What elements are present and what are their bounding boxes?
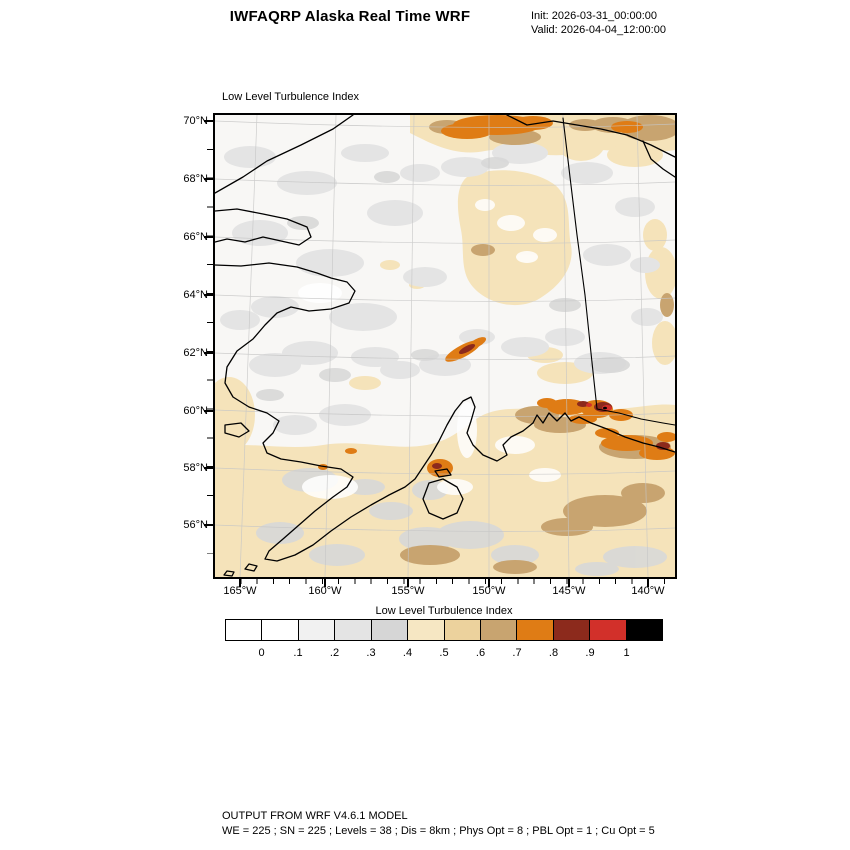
colorbar-box (225, 619, 263, 641)
colorbar-tick-label: 0 (258, 647, 265, 659)
valid-time-label: Valid: 2026-04-04_12:00:00 (531, 24, 666, 36)
mackenzie-coastline (642, 140, 675, 178)
alaska-coastline (215, 262, 675, 562)
colorbar-box (297, 619, 336, 641)
field-label: Low Level Turbulence Index (222, 91, 359, 103)
arctic-coastline (506, 115, 675, 158)
lat-tick-label: 60°N (183, 405, 208, 417)
lat-tick-label: 56°N (183, 519, 208, 531)
lon-tick-label: 165°W (223, 585, 257, 597)
colorbar-tick-label: .4 (402, 647, 413, 659)
colorbar-title: Low Level Turbulence Index (375, 605, 513, 617)
colorbar-tick-label: .5 (439, 647, 449, 659)
chukchi-coastline (215, 115, 354, 194)
graticule-layer (215, 115, 675, 577)
colorbar-tick-label: .3 (366, 647, 376, 659)
canada-border-line (562, 117, 598, 410)
colorbar-box (443, 619, 481, 641)
aleutian-islet-2 (223, 570, 235, 577)
colorbar-tick-label: .7 (512, 647, 522, 659)
turbulence-fill-gray-dark (256, 157, 667, 576)
lat-minor-ticks (207, 121, 213, 557)
run-time-info: Init: 2026-03-31_00:00:00 Valid: 2026-04… (531, 9, 666, 37)
colorbar-box (370, 619, 409, 641)
init-time-label: Init: 2026-03-31_00:00:00 (531, 10, 657, 22)
lon-tick-label: 145°W (552, 585, 586, 597)
alaska-map-canvas (215, 115, 675, 577)
colorbar-tick-label: .8 (548, 647, 559, 659)
colorbar-box (552, 619, 591, 641)
lat-tick-label: 68°N (183, 173, 208, 185)
lat-tick-label: 64°N (183, 289, 208, 301)
lat-tick-label: 62°N (183, 347, 208, 359)
kotzebue-coastline (215, 208, 312, 246)
page-title: IWFAQRP Alaska Real Time WRF (229, 8, 471, 25)
model-config-line: WE = 225 ; SN = 225 ; Levels = 38 ; Dis … (222, 825, 655, 837)
colorbar-box (516, 619, 554, 641)
lat-tick-label: 58°N (183, 462, 208, 474)
colorbar-box (625, 619, 664, 641)
aleutian-islet-1 (244, 563, 258, 572)
coastline-layer (215, 115, 675, 577)
turbulence-fill-max (603, 406, 607, 410)
colorbar-box (261, 619, 299, 641)
afognak-island (434, 468, 452, 478)
kodiak-island (422, 478, 464, 520)
map-frame (213, 113, 677, 579)
lon-tick-label: 155°W (391, 585, 425, 597)
colorbar-box (479, 619, 518, 641)
colorbar (225, 619, 664, 641)
nunivak-island (224, 422, 250, 438)
colorbar-tick-label: .2 (329, 647, 340, 659)
lon-minor-ticks (224, 579, 665, 584)
lon-tick-label: 140°W (631, 585, 665, 597)
colorbar-tick-label: .9 (585, 647, 595, 659)
lon-tick-label: 160°W (308, 585, 342, 597)
colorbar-tick-label: .6 (475, 647, 486, 659)
colorbar-box (334, 619, 372, 641)
turbulence-fill-gray (220, 142, 663, 435)
model-output-line: OUTPUT FROM WRF V4.6.1 MODEL (222, 810, 408, 822)
panhandle-border-line (596, 408, 675, 426)
lat-tick-label: 66°N (183, 231, 208, 243)
colorbar-box (407, 619, 445, 641)
colorbar-tick-label: .1 (293, 647, 303, 659)
lon-tick-label: 150°W (472, 585, 506, 597)
lat-tick-label: 70°N (183, 115, 208, 127)
colorbar-box (589, 619, 627, 641)
colorbar-tick-label: 1 (623, 647, 630, 659)
